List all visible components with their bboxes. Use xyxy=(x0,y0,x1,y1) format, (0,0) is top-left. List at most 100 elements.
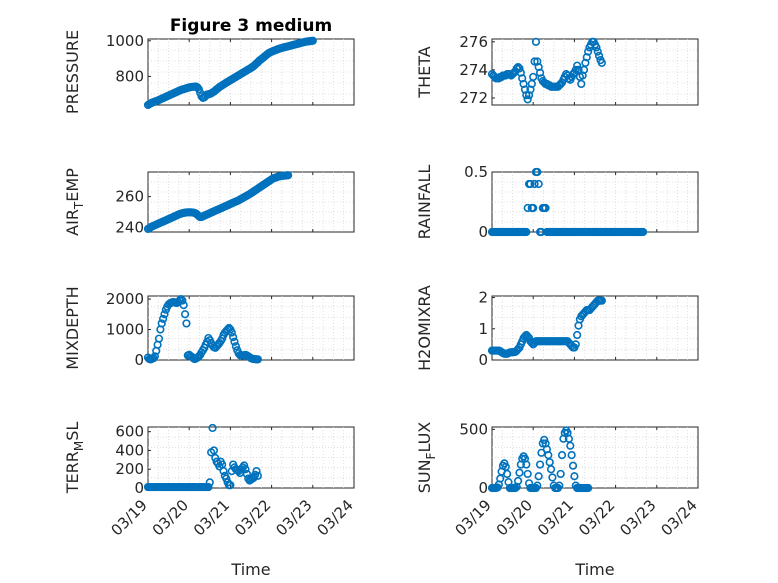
data-point xyxy=(222,474,231,483)
y-axis-label: H2OMIXRA xyxy=(415,285,434,371)
data-point xyxy=(241,465,250,474)
data-point xyxy=(515,468,524,477)
data-point xyxy=(219,467,228,476)
y-tick-label: 0 xyxy=(478,223,488,241)
data-point xyxy=(252,467,261,476)
y-tick-label: 200 xyxy=(115,460,144,478)
y-tick-label: 500 xyxy=(459,420,488,438)
y-axis-label: TERRMSL xyxy=(63,422,86,495)
data-point xyxy=(577,79,586,89)
data-point xyxy=(208,423,217,433)
data-point xyxy=(253,471,262,480)
y-tick-label: 400 xyxy=(115,441,144,459)
y-axis-label: THETA xyxy=(415,46,434,98)
data-point xyxy=(157,319,166,328)
data-point xyxy=(150,352,159,361)
data-point xyxy=(568,461,578,470)
data-point xyxy=(548,473,557,482)
data-point xyxy=(531,37,541,46)
y-tick-label: 272 xyxy=(459,89,488,107)
data-point xyxy=(566,441,575,450)
data-point xyxy=(229,333,238,342)
y-tick-label: 0 xyxy=(134,351,144,369)
data-point xyxy=(231,342,240,351)
series-markers xyxy=(143,423,262,492)
data-point xyxy=(205,478,214,487)
y-axis-label: RAINFALL xyxy=(415,165,434,240)
y-tick-label: 0 xyxy=(134,479,144,497)
x-axis-label-right: Time xyxy=(574,560,614,579)
y-axis-label: MIXDEPTH xyxy=(63,286,82,369)
subplot-theta: 272 274 276 THETA xyxy=(415,33,699,107)
y-tick-label: 0 xyxy=(478,479,488,497)
data-point xyxy=(522,460,531,469)
data-point xyxy=(160,310,169,319)
data-point xyxy=(204,482,213,492)
subplot-air-temp: 240 260 AIRTEMP xyxy=(63,168,355,236)
y-tick-label: 260 xyxy=(115,188,144,206)
y-tick-label: 600 xyxy=(115,423,144,441)
data-point xyxy=(159,314,168,323)
data-point xyxy=(584,483,593,493)
data-point xyxy=(573,61,582,70)
data-point xyxy=(242,469,251,479)
data-point xyxy=(556,469,565,479)
y-tick-label: 0 xyxy=(478,351,488,369)
subplot-rainfall: 0 0.5 RAINFALL xyxy=(415,163,699,241)
data-point xyxy=(535,460,545,469)
data-point xyxy=(593,47,602,56)
data-point xyxy=(597,296,606,305)
data-point xyxy=(567,451,576,460)
data-point xyxy=(541,203,550,213)
data-point xyxy=(522,91,531,100)
data-point xyxy=(240,461,249,470)
data-point xyxy=(513,476,523,486)
y-tick-label: 1 xyxy=(478,320,488,338)
data-point xyxy=(526,179,535,189)
data-point xyxy=(533,481,542,490)
figure-title: Figure 3 medium xyxy=(170,16,332,36)
data-point xyxy=(557,451,567,460)
y-tick-label: 276 xyxy=(459,33,488,51)
y-tick-label: 0.5 xyxy=(464,163,488,181)
data-point xyxy=(182,319,191,328)
data-point xyxy=(179,301,188,310)
data-point xyxy=(546,465,556,474)
data-point xyxy=(209,446,219,455)
series-markers xyxy=(487,296,606,358)
data-point xyxy=(534,472,543,481)
data-point xyxy=(253,355,262,364)
data-point xyxy=(194,85,203,94)
data-point xyxy=(230,337,239,346)
data-point xyxy=(570,472,579,481)
data-point xyxy=(529,203,538,213)
y-tick-label: 1000 xyxy=(106,32,144,50)
data-point xyxy=(571,340,580,349)
y-axis-label: SUNFLUX xyxy=(415,422,438,494)
data-point xyxy=(638,227,648,237)
subplot-mixdepth: 0 1000 2000 MIXDEPTH xyxy=(63,286,355,370)
data-point xyxy=(511,483,520,493)
data-point xyxy=(154,334,164,343)
data-point xyxy=(178,296,187,305)
data-point xyxy=(503,469,512,479)
data-point xyxy=(537,448,546,457)
y-axis-label: AIRTEMP xyxy=(63,168,86,236)
data-point xyxy=(515,64,524,73)
x-axis-label-left: Time xyxy=(230,560,270,579)
series-markers xyxy=(143,171,293,234)
data-point xyxy=(530,179,539,189)
y-tick-label: 800 xyxy=(115,67,144,85)
data-point xyxy=(597,58,606,67)
data-point xyxy=(571,65,580,74)
data-point xyxy=(226,481,235,490)
data-point xyxy=(227,328,236,337)
data-point xyxy=(520,332,530,341)
y-tick-label: 2 xyxy=(478,289,488,307)
series-markers xyxy=(143,294,262,364)
data-point xyxy=(180,310,190,319)
data-point xyxy=(533,167,542,177)
data-point xyxy=(283,171,293,180)
data-point xyxy=(529,72,538,82)
